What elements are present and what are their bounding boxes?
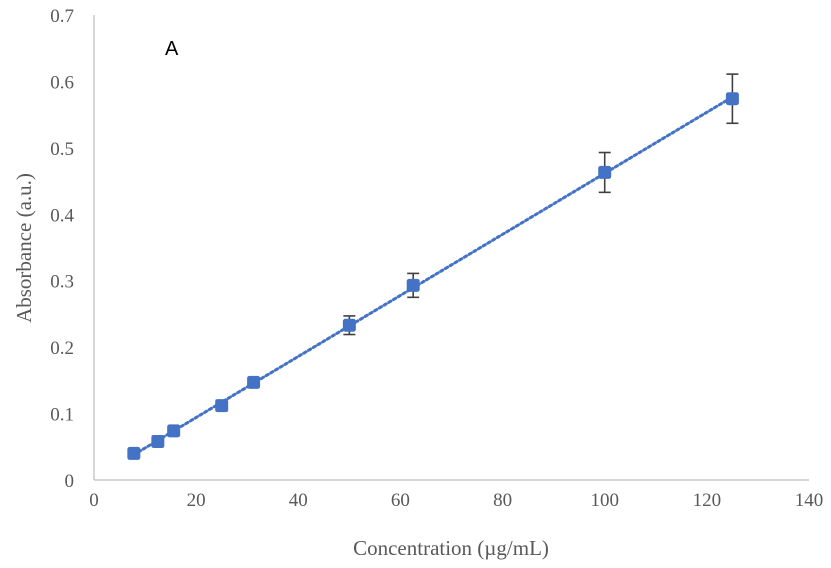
- data-point: [725, 92, 739, 106]
- error-bars: [127, 73, 739, 457]
- y-tick-label: 0.3: [50, 272, 74, 293]
- trendline: [132, 95, 734, 457]
- x-tick-label: 40: [289, 490, 308, 511]
- x-tick-label: 80: [493, 490, 512, 511]
- y-tick-label: 0.5: [50, 139, 74, 160]
- data-point: [151, 434, 165, 448]
- data-point: [215, 399, 229, 413]
- x-tick-label: 120: [693, 490, 722, 511]
- y-axis-title: Absorbance (a.u.): [12, 173, 36, 323]
- trendline-line: [132, 95, 734, 457]
- data-point: [247, 375, 261, 389]
- x-tick-label: 20: [187, 490, 206, 511]
- y-tick-label: 0: [65, 471, 75, 492]
- y-tick-labels: 0 0.1 0.2 0.3 0.4 0.5 0.6 0.7: [50, 6, 74, 492]
- data-point: [406, 278, 420, 292]
- x-tick-label: 140: [795, 490, 824, 511]
- y-tick-label: 0.2: [50, 338, 74, 359]
- x-tick-label: 0: [89, 490, 99, 511]
- panel-label: A: [165, 38, 179, 60]
- data-point: [127, 446, 141, 460]
- x-tick-label: 100: [590, 490, 619, 511]
- y-tick-label: 0.6: [50, 72, 74, 93]
- data-point: [598, 165, 612, 179]
- x-tick-label: 60: [391, 490, 410, 511]
- axes: [93, 15, 809, 481]
- y-tick-label: 0.4: [50, 205, 74, 226]
- data-point: [167, 424, 181, 438]
- x-axis-title: Concentration (µg/mL): [353, 536, 549, 560]
- data-point: [342, 318, 356, 332]
- y-tick-label: 0.1: [50, 405, 74, 426]
- x-tick-labels: 0 20 40 60 80 100 120 140: [89, 490, 823, 511]
- y-tick-label: 0.7: [50, 6, 74, 27]
- data-points: [127, 92, 739, 460]
